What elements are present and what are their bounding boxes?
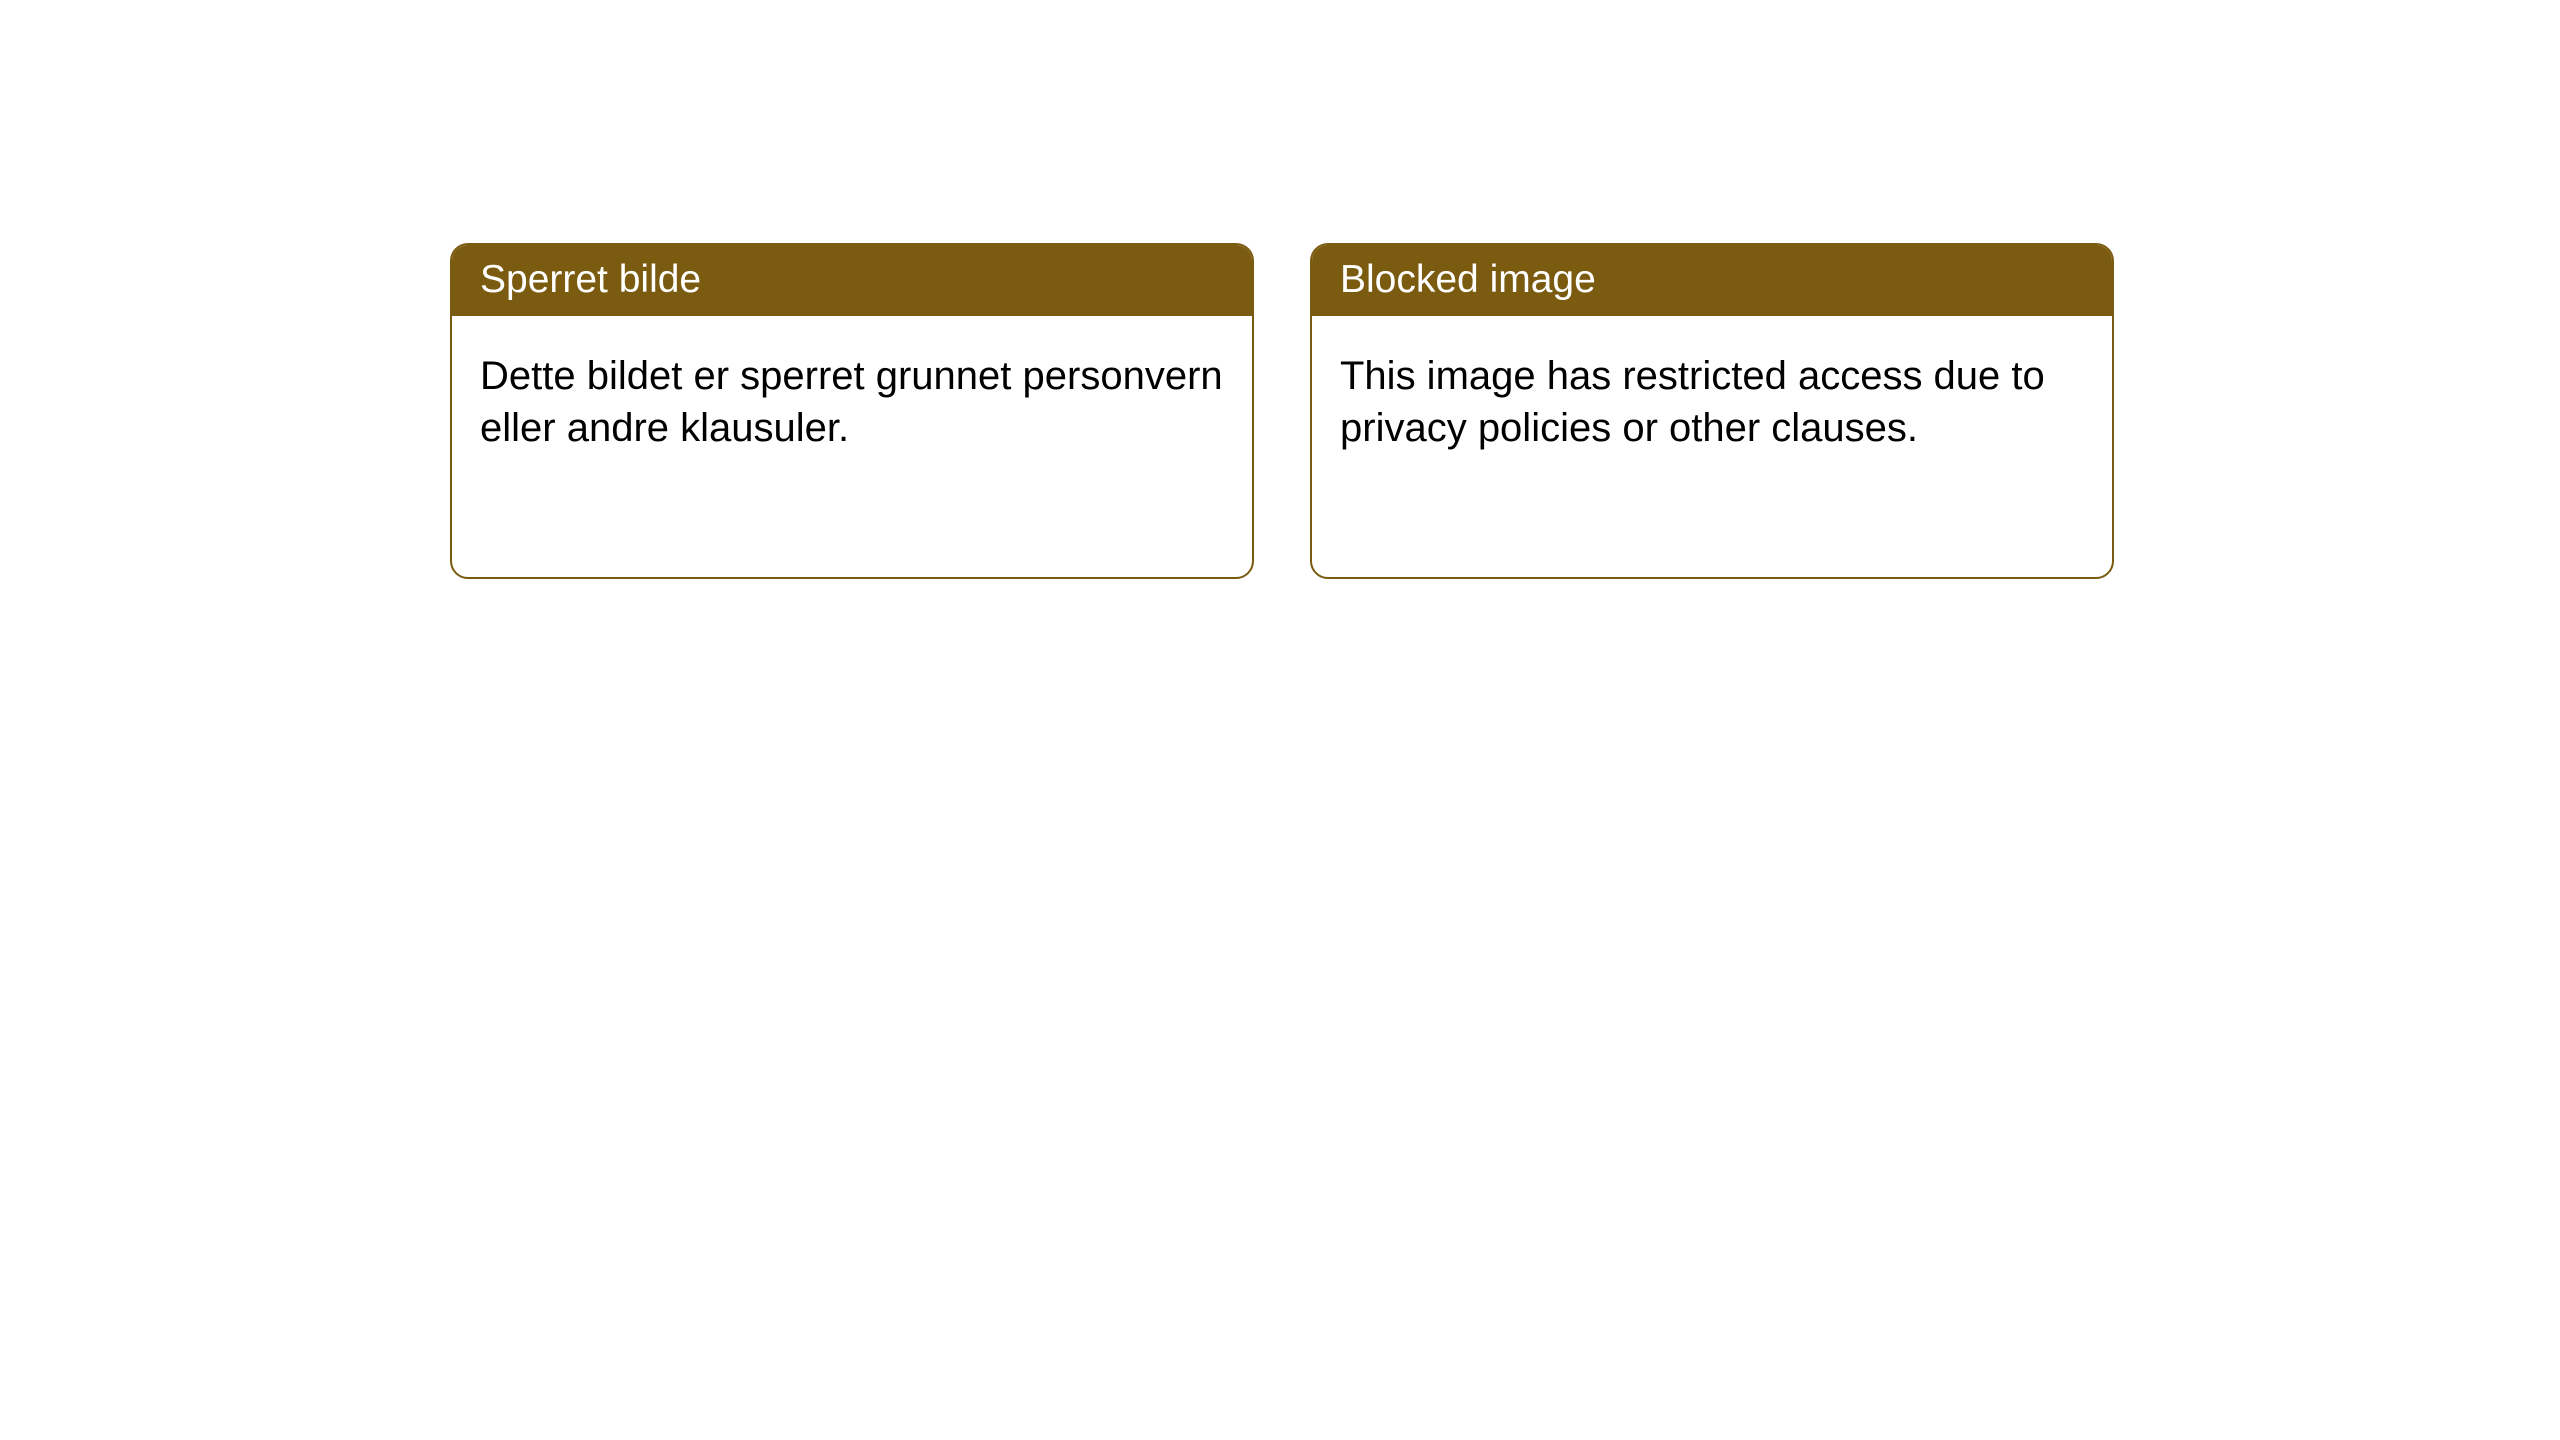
notice-body: Dette bildet er sperret grunnet personve… — [452, 316, 1252, 488]
notice-body: This image has restricted access due to … — [1312, 316, 2112, 488]
notice-header: Sperret bilde — [452, 245, 1252, 316]
notice-header: Blocked image — [1312, 245, 2112, 316]
notice-card-norwegian: Sperret bilde Dette bildet er sperret gr… — [450, 243, 1254, 579]
notice-container: Sperret bilde Dette bildet er sperret gr… — [450, 243, 2114, 579]
notice-card-english: Blocked image This image has restricted … — [1310, 243, 2114, 579]
